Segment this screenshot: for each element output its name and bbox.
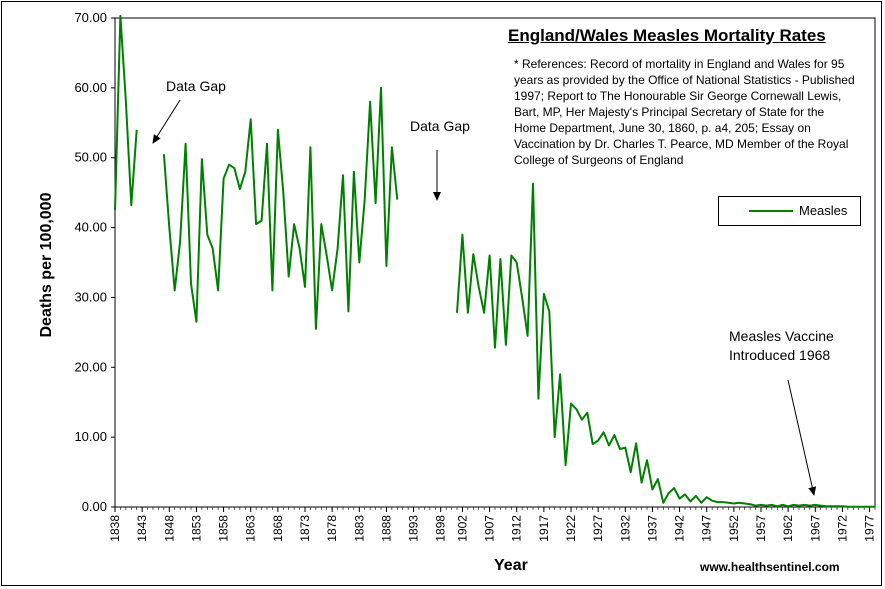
x-tick-label: 1878	[325, 515, 339, 542]
x-tick-label: 1888	[379, 515, 393, 542]
x-tick-label: 1947	[700, 515, 714, 542]
x-tick-label: 1883	[352, 515, 366, 542]
series-line-segment	[114, 14, 138, 211]
x-tick-label: 1858	[217, 515, 231, 542]
annotation-vaccine-line1: Measles Vaccine	[729, 328, 834, 344]
y-tick-label: 50.00	[74, 150, 107, 165]
x-tick-label: 1957	[754, 515, 768, 542]
legend-swatch-measles	[749, 210, 793, 212]
y-tick-label: 0.00	[82, 499, 107, 514]
series-line-segment	[456, 182, 876, 508]
x-tick-label: 1977	[863, 515, 877, 542]
x-axis: 1838 1843 1848 1853 1858 1863 1868 1873 1878 1883…	[108, 507, 877, 542]
x-tick-label: 1838	[108, 515, 122, 542]
x-tick-label: 1972	[835, 515, 849, 542]
x-tick-label: 1907	[483, 515, 497, 542]
x-tick-label: 1967	[808, 515, 822, 542]
annotation-arrows	[152, 99, 817, 496]
x-tick-label: 1902	[455, 515, 469, 542]
legend-label-measles: Measles	[799, 203, 848, 218]
x-tick-label: 1942	[673, 515, 687, 542]
y-tick-label: 60.00	[74, 80, 107, 95]
x-tick-label: 1843	[135, 515, 149, 542]
x-tick-label: 1863	[244, 515, 258, 542]
y-tick-label: 40.00	[74, 220, 107, 235]
x-tick-label: 1927	[591, 515, 605, 542]
x-tick-label: 1932	[618, 515, 632, 542]
x-tick-label: 1893	[407, 515, 421, 542]
y-tick-label: 70.00	[74, 10, 107, 25]
x-tick-label: 1873	[298, 515, 312, 542]
y-axis: 0.00 10.00 20.00 30.00 40.00 50.00 60.00 70.00	[74, 10, 115, 514]
arrow-data-gap-1	[152, 99, 181, 144]
x-tick-label: 1962	[781, 515, 795, 542]
x-tick-label: 1952	[727, 515, 741, 542]
y-tick-label: 10.00	[74, 429, 107, 444]
credit-url: www.healthsentinel.com	[700, 560, 840, 574]
y-axis-label: Deaths per 100,000	[38, 192, 55, 338]
x-tick-label: 1868	[271, 515, 285, 542]
legend: Measles	[718, 196, 861, 226]
x-tick-label: 1912	[510, 515, 524, 542]
annotation-data-gap-1: Data Gap	[166, 78, 226, 94]
references-text: * References: Record of mortality in Eng…	[514, 57, 855, 167]
annotation-vaccine: Measles Vaccine Introduced 1968	[729, 327, 834, 365]
x-tick-label: 1848	[162, 515, 176, 542]
annotation-vaccine-line2: Introduced 1968	[729, 347, 831, 363]
y-tick-label: 20.00	[74, 359, 107, 374]
x-tick-label: 1917	[537, 515, 551, 542]
series-line-segment	[162, 86, 399, 330]
chart-title: England/Wales Measles Mortality Rates	[508, 26, 826, 45]
arrow-vaccine	[787, 379, 817, 496]
x-tick-label: 1853	[189, 515, 203, 542]
annotation-data-gap-2: Data Gap	[410, 118, 470, 134]
y-tick-label: 30.00	[74, 289, 107, 304]
x-tick-label: 1898	[434, 515, 448, 542]
x-tick-label: 1922	[564, 515, 578, 542]
x-tick-label: 1937	[645, 515, 659, 542]
x-axis-label: Year	[494, 557, 528, 574]
series-measles	[114, 14, 876, 508]
